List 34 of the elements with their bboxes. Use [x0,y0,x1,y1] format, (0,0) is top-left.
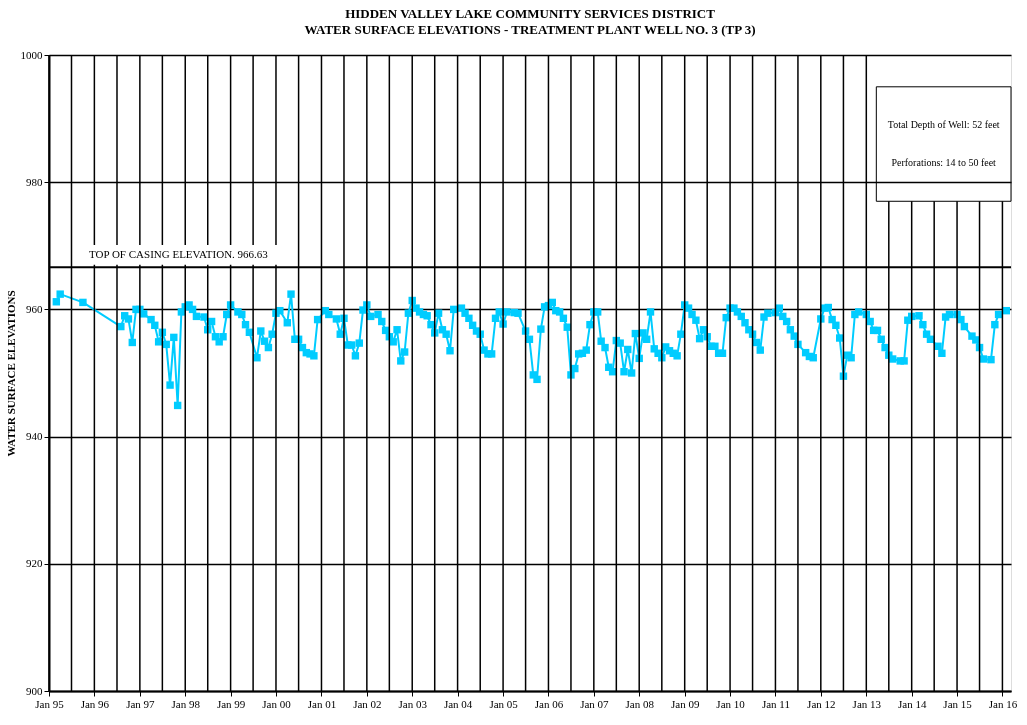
x-tick-label: Jan 14 [897,697,927,710]
y-tick-label: 900 [26,684,43,697]
x-tick-label: Jan 09 [670,697,700,710]
x-tick-label: Jan 06 [534,697,564,710]
x-tick-label: Jan 16 [988,697,1018,710]
ref-line-label: TOP OF CASING ELEVATION. 966.63 [89,248,269,261]
y-tick-label: 920 [26,557,43,570]
x-tick-label: Jan 03 [398,697,428,710]
chart-subtitle: WATER SURFACE ELEVATIONS - TREATMENT PLANT WELL NO. 3 (TP 3) [304,22,756,37]
y-axis-title: WATER SURFACE ELEVATIONS [4,290,17,457]
x-tick-label: Jan 98 [171,697,201,710]
x-tick-label: Jan 95 [35,697,65,710]
x-tick-label: Jan 96 [80,697,110,710]
chart-title: HIDDEN VALLEY LAKE COMMUNITY SERVICES DISTRICT [345,6,716,21]
y-tick-label: 940 [26,430,43,443]
x-tick-label: Jan 10 [716,697,746,710]
x-tick-label: Jan 05 [489,697,519,710]
x-tick-label: Jan 01 [307,697,337,710]
x-tick-label: Jan 97 [126,697,156,710]
x-tick-label: Jan 08 [625,697,655,710]
annotation: Perforations: 14 to 50 feet [891,157,997,169]
x-tick-label: Jan 04 [443,697,473,710]
y-tick-label: 980 [26,175,43,188]
y-tick-label: 960 [26,302,43,315]
x-tick-label: Jan 15 [943,697,973,710]
x-tick-label: Jan 07 [580,697,610,710]
x-tick-label: Jan 02 [353,697,382,710]
x-tick-label: Jan 11 [761,697,790,710]
x-tick-label: Jan 12 [807,697,836,710]
annotation: Total Depth of Well: 52 feet [887,118,1000,130]
x-tick-label: Jan 99 [216,697,246,710]
x-tick-label: Jan 13 [852,697,882,710]
x-tick-label: Jan 00 [262,697,292,710]
y-tick-label: 1000 [20,48,43,61]
